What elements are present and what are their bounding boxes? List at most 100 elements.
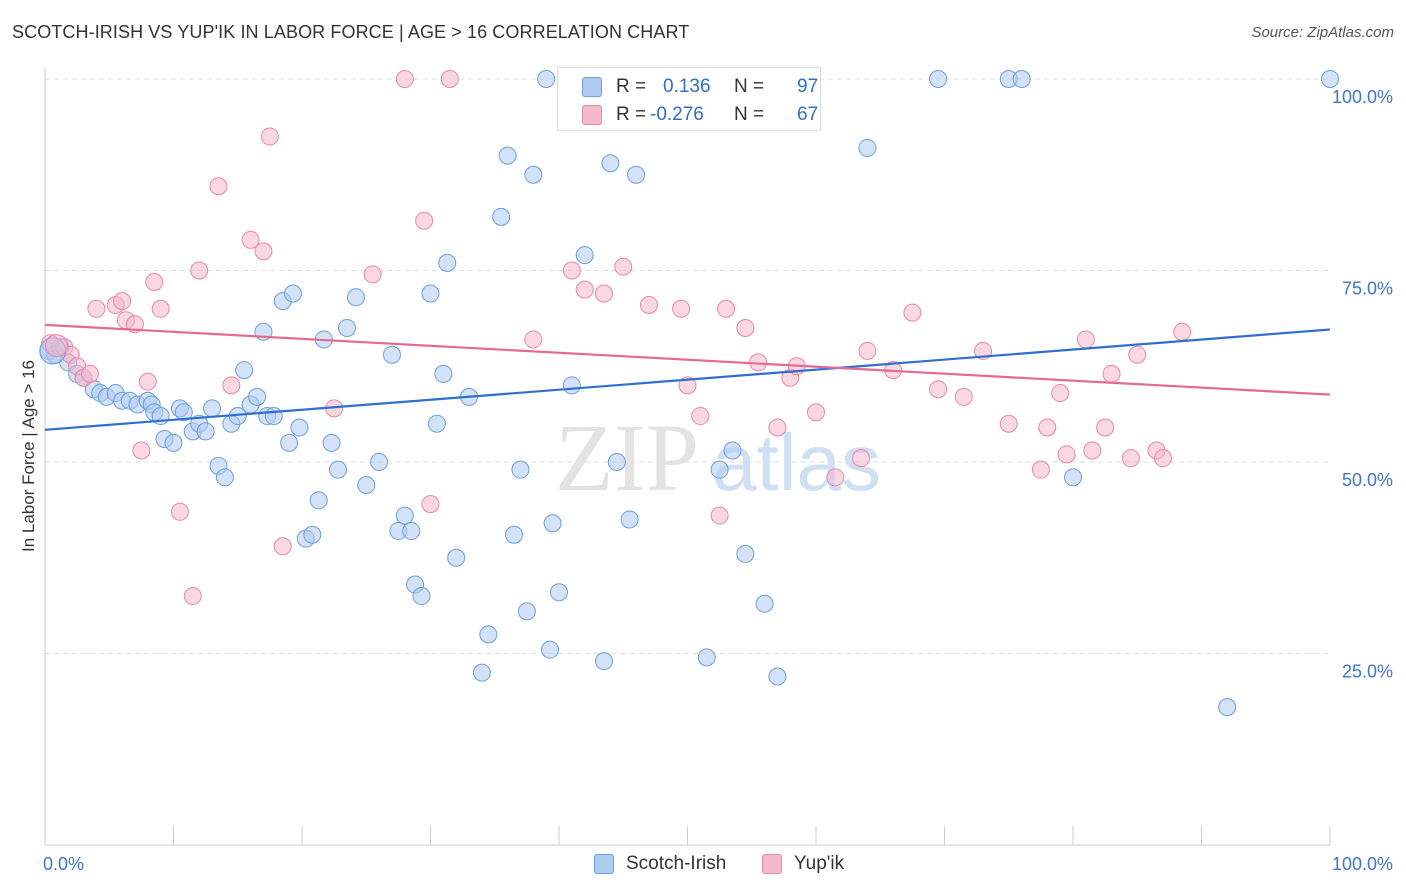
yupik-point [954, 387, 973, 406]
yupik-point [1031, 460, 1050, 479]
scotch-irish-point [755, 594, 774, 613]
yupik-point [639, 295, 658, 314]
scotch-irish-point [395, 506, 414, 525]
yupik-point [87, 299, 106, 318]
scotch-irish-point [370, 453, 389, 471]
legend-n-label: N = [734, 104, 765, 125]
scotch-irish-point [929, 70, 948, 88]
scotch-irish-point [421, 284, 440, 303]
scotch-irish-point [346, 288, 365, 307]
yupik-point [138, 372, 157, 391]
scotch-irish-point [1064, 468, 1082, 487]
yupik-point [999, 414, 1018, 433]
yupik-trend-line [44, 323, 1331, 396]
scotch-irish-point [562, 376, 581, 395]
yupik-point [1153, 449, 1172, 468]
scotch-irish-point [402, 521, 421, 540]
yupik-point [851, 449, 870, 468]
scotch-irish-point [438, 253, 457, 272]
source-credit: Source: ZipAtlas.com [1251, 24, 1394, 41]
scotch-irish-point [627, 165, 646, 184]
yupik-point [80, 364, 99, 383]
yupik-point [1057, 445, 1076, 464]
scotch-irish-point [264, 407, 283, 426]
scotch-irish-point [427, 414, 446, 433]
yupik-point [524, 330, 543, 349]
legend-n-label: N = [734, 76, 765, 97]
yupik-point [614, 257, 633, 276]
scotch-irish-point [505, 525, 524, 544]
scotch-irish-point [550, 583, 568, 602]
y-tick-label: 75.0% [1342, 279, 1393, 299]
scotch-irish-point [337, 318, 356, 337]
yupik-point [1128, 345, 1147, 364]
yupik-point [183, 587, 202, 606]
scotch-irish-point [174, 403, 193, 422]
legend-swatch-pink [582, 105, 602, 125]
scotch-irish-point [594, 652, 613, 671]
scotch-irish-point [1012, 70, 1031, 88]
yupik-point [562, 261, 581, 280]
yupik-point [858, 341, 877, 360]
yupik-point [594, 284, 613, 303]
legend-r-value: -0.276 [650, 104, 704, 125]
scotch-irish-point [1321, 70, 1339, 88]
scotch-irish-point [541, 640, 560, 659]
bottom-legend-swatch-pink [762, 854, 782, 874]
yupik-point [1121, 449, 1140, 468]
legend-r-label: R = [616, 104, 647, 125]
scotch-irish-point [434, 364, 453, 383]
yupik-point [421, 495, 440, 514]
scotch-irish-point [620, 510, 639, 529]
yupik-point [254, 242, 273, 261]
yupik-point [45, 334, 69, 358]
bottom-legend-scotch-irish: Scotch-Irish [594, 852, 726, 876]
scotch-irish-point [736, 544, 755, 563]
yupik-point [395, 70, 414, 88]
yupik-point [1038, 418, 1057, 437]
watermark-zip: ZIP [555, 404, 699, 511]
yupik-point [826, 468, 845, 487]
scotch-irish-point [196, 422, 215, 441]
scotch-irish-point [412, 587, 431, 606]
y-tick-label: 50.0% [1342, 470, 1393, 490]
legend-swatch-blue [582, 77, 602, 97]
legend-r-label: R = [616, 76, 647, 97]
yupik-point [151, 299, 170, 318]
scotch-irish-point [357, 475, 376, 494]
yupik-point [260, 127, 279, 146]
legend-n-value: 67 [797, 104, 819, 125]
yupik-point [710, 506, 729, 525]
yupik-point [736, 318, 755, 337]
yupik-point [415, 211, 434, 230]
scotch-irish-point [601, 154, 620, 173]
yupik-point [678, 376, 697, 395]
scotch-irish-point [511, 460, 530, 479]
scotch-irish-point [524, 165, 543, 184]
scotch-irish-point [517, 602, 536, 621]
x-tick-label: 0.0% [43, 854, 84, 874]
watermark-atlas: atlas [712, 418, 881, 507]
yupik-point [273, 537, 292, 556]
yupik-point [929, 380, 948, 399]
scotch-irish-point [235, 361, 254, 380]
y-tick-label: 25.0% [1342, 662, 1393, 682]
scotch-irish-point [575, 246, 594, 265]
scotch-irish-point [607, 453, 626, 471]
yupik-point [145, 272, 164, 291]
bottom-legend-label: Yup'ik [794, 853, 845, 874]
scotch-irish-point [248, 387, 267, 406]
bottom-legend-yupik: Yup'ik [762, 852, 844, 876]
yupik-point [717, 299, 736, 318]
scotch-irish-trend-line [44, 328, 1331, 431]
scotch-irish-point [382, 345, 401, 364]
yupik-point [1096, 418, 1115, 437]
legend-n-value: 97 [797, 76, 819, 97]
yupik-point [209, 177, 228, 196]
scotch-irish-point [710, 460, 729, 479]
x-tick-label: 100.0% [1332, 854, 1393, 874]
yupik-point [440, 70, 459, 88]
scotch-irish-point [697, 648, 716, 667]
scotch-irish-point [322, 433, 341, 452]
scotch-irish-point [723, 441, 742, 460]
